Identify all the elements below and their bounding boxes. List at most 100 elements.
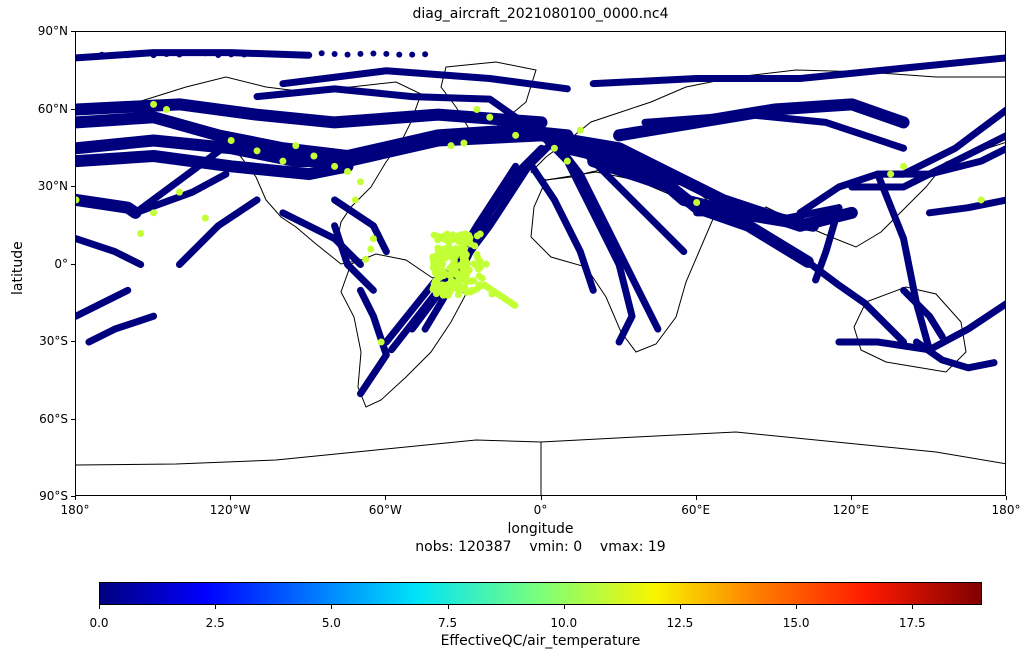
colorbar [99, 582, 982, 605]
obs-point [176, 51, 183, 58]
obs-point [331, 50, 338, 57]
obs-point [202, 50, 209, 57]
y-tick-mark [71, 418, 75, 420]
flight-track [76, 193, 142, 219]
obs-point-high-qc [462, 273, 470, 281]
map-plot-area [75, 31, 1006, 496]
flight-track [76, 129, 548, 168]
flight-track [925, 196, 1005, 217]
flight-track [812, 204, 843, 284]
y-tick-label: 90°N [37, 24, 68, 38]
obs-point-high-qc [471, 242, 479, 250]
flight-track [848, 132, 1005, 191]
flight-track [804, 258, 908, 346]
flight-track [550, 137, 662, 333]
flight-track [900, 106, 1005, 178]
obs-point [254, 50, 261, 57]
obs-point-high-qc [436, 273, 444, 281]
obs-point-high-qc [486, 113, 494, 121]
colorbar-tick-label: 2.5 [205, 616, 225, 630]
colorbar-tick-label: 12.5 [666, 616, 694, 630]
obs-point-high-qc [444, 237, 452, 245]
obs-point-high-qc [430, 231, 438, 239]
x-tick-mark [385, 496, 387, 500]
obs-point-high-qc [473, 106, 481, 113]
obs-point-high-qc [457, 234, 465, 242]
colorbar-tick-mark [331, 605, 333, 609]
obs-point-high-qc [476, 230, 484, 238]
obs-point-high-qc [150, 100, 158, 108]
obs-point [383, 50, 390, 57]
x-tick-label: 0° [533, 503, 548, 517]
obs-point-high-qc [460, 139, 468, 147]
obs-point-high-qc [227, 137, 235, 144]
x-tick-label: 180° [991, 503, 1021, 517]
obs-point-high-qc [433, 281, 441, 289]
flight-track [131, 170, 230, 217]
flight-track [613, 98, 910, 142]
flight-track [76, 150, 354, 181]
obs-point [215, 52, 222, 59]
y-tick-mark [71, 496, 75, 497]
flight-track [525, 157, 597, 294]
y-tick-label: 60°N [37, 101, 68, 116]
colorbar-tick-label: 0.0 [89, 616, 109, 630]
obs-point [137, 50, 144, 57]
flight-track [900, 286, 946, 341]
x-tick-mark [1006, 496, 1007, 500]
obs-point-high-qc [253, 147, 261, 155]
obs-point-high-qc [977, 196, 985, 204]
obs-point [98, 51, 105, 58]
obs-point-high-qc [429, 253, 437, 261]
obs-point-high-qc [461, 253, 469, 261]
world-map [76, 49, 1005, 495]
obs-point-high-qc [331, 162, 339, 170]
y-tick-label: 60°S [39, 411, 68, 426]
obs-point-high-qc [163, 106, 171, 113]
obs-point [370, 50, 377, 57]
obs-point-high-qc [433, 265, 441, 273]
coastline-south-america [340, 253, 467, 408]
obs-point-high-qc [344, 168, 352, 175]
x-tick-mark [540, 496, 542, 500]
obs-point-high-qc [435, 259, 443, 267]
flight-track [925, 300, 1005, 354]
obs-point-high-qc [474, 265, 482, 273]
obs-qc-low [76, 49, 1005, 398]
flight-track [587, 155, 814, 268]
obs-point [124, 52, 131, 59]
stats-line: nobs: 120387 vmin: 0 vmax: 19 [75, 539, 1006, 555]
colorbar-tick-mark [99, 605, 100, 609]
obs-point-high-qc [356, 178, 364, 186]
vmin-stat: vmin: 0 [529, 539, 583, 555]
obs-point [266, 50, 273, 57]
obs-point [422, 51, 429, 58]
obs-point [357, 50, 364, 57]
colorbar-tick-mark [215, 605, 217, 609]
colorbar-tick-label: 17.5 [898, 616, 926, 630]
flight-track [76, 286, 132, 320]
flight-track [382, 273, 442, 346]
flight-track [356, 286, 390, 398]
flight-track [279, 67, 571, 93]
obs-point-high-qc [456, 285, 464, 293]
obs-point-high-qc [137, 230, 145, 237]
obs-point [409, 51, 416, 58]
obs-point [305, 52, 312, 59]
obs-point-high-qc [439, 281, 447, 289]
obs-point-high-qc [369, 235, 377, 243]
obs-point-high-qc [292, 142, 300, 150]
x-tick-label: 60°W [368, 503, 402, 517]
obs-point-high-qc [465, 234, 473, 242]
obs-point-high-qc [900, 162, 908, 170]
obs-point [163, 51, 170, 58]
obs-point [292, 51, 299, 58]
obs-point-high-qc [351, 196, 359, 204]
obs-point-high-qc [76, 196, 80, 204]
obs-point-high-qc [377, 338, 385, 346]
flight-track [693, 204, 843, 222]
x-axis-label: longitude [507, 521, 574, 537]
flight-track [76, 98, 548, 129]
y-tick-label: 30°N [37, 179, 68, 193]
obs-point-high-qc [442, 270, 450, 278]
